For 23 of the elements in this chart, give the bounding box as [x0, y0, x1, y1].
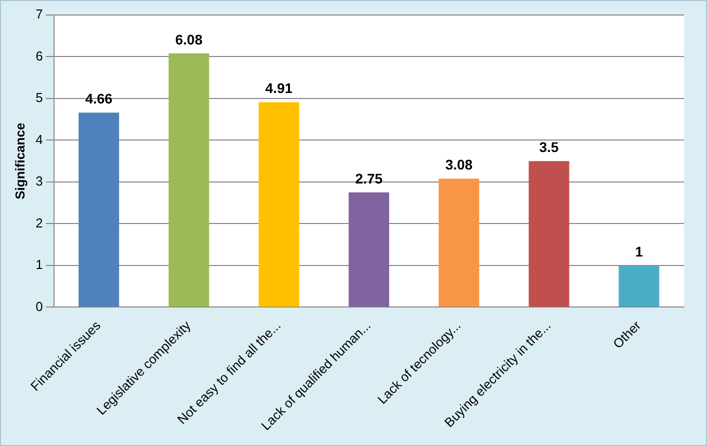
data-label: 3.08 [445, 156, 473, 172]
y-axis-title: Significance [12, 122, 28, 200]
data-label: 1 [635, 243, 644, 260]
data-label: 4.91 [265, 80, 293, 96]
bar [348, 192, 390, 307]
y-tick-label: 4 [36, 132, 43, 147]
y-tick-label: 2 [36, 215, 43, 230]
y-tick-label: 6 [36, 48, 43, 64]
data-label: 3.5 [539, 138, 559, 155]
data-label: 2.75 [355, 170, 383, 186]
y-tick-label: 0 [36, 298, 43, 314]
y-tick-label: 1 [36, 257, 43, 272]
bar [78, 112, 120, 307]
data-label: 6.08 [175, 31, 203, 48]
y-tick-label: 3 [36, 174, 43, 189]
bar [528, 161, 570, 307]
data-label: 4.66 [85, 90, 113, 107]
y-tick-label: 5 [36, 90, 43, 106]
y-tick-label: 7 [36, 6, 43, 22]
bar [438, 178, 480, 307]
bar [168, 53, 210, 307]
bar [258, 102, 300, 307]
bar [618, 265, 660, 307]
